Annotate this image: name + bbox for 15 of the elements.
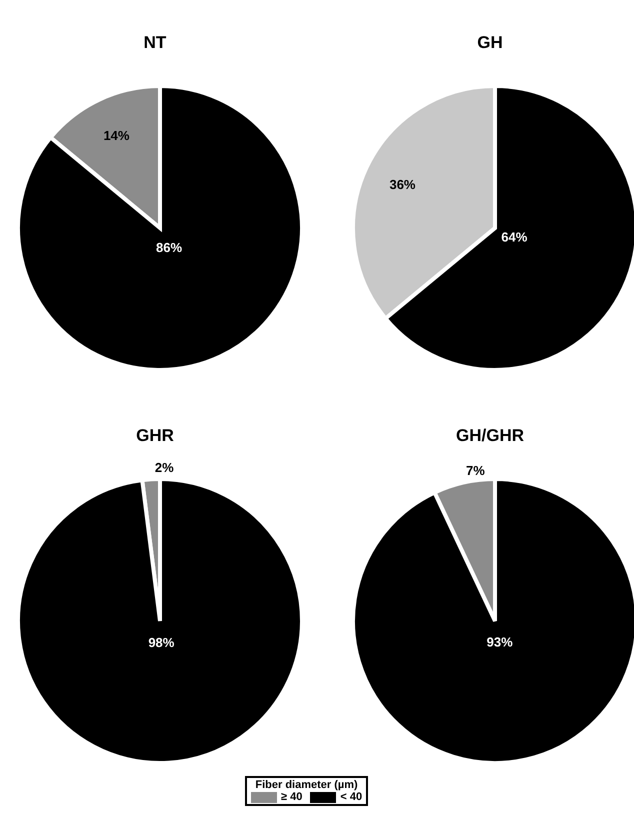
chart-title: GH <box>476 33 504 53</box>
chart-title: NT <box>142 33 168 53</box>
legend-label: ≥ 40 <box>281 791 302 803</box>
data-label: 93% <box>486 634 514 650</box>
data-label: 36% <box>389 176 416 192</box>
legend-label: < 40 <box>340 791 362 803</box>
data-label: 7% <box>466 463 486 478</box>
legend-title: Fiber diameter (µm) <box>254 779 359 791</box>
data-label: 14% <box>103 128 130 143</box>
data-label: 98% <box>148 634 175 650</box>
data-label: 64% <box>501 230 528 245</box>
data-label: 2% <box>154 460 174 475</box>
chart-title: GH/GHR <box>455 426 525 446</box>
data-label: 86% <box>156 240 183 255</box>
chart-title: GHR <box>135 426 175 446</box>
